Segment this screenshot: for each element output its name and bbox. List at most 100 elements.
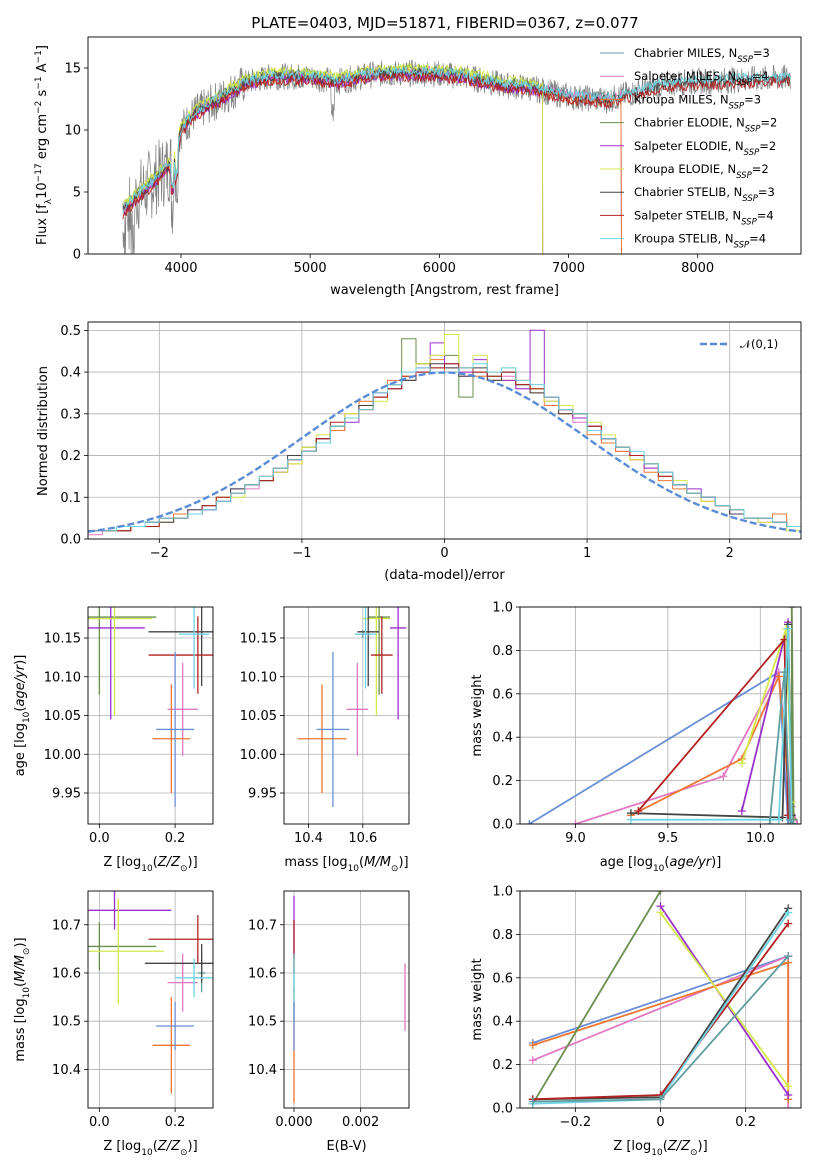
y-tick-label: 10.00	[44, 748, 81, 763]
errorbar-point	[346, 662, 369, 756]
errorbar-point	[148, 607, 213, 687]
ticks: −2 −1 0 1 2 0.0 0.1 0.2 0.3 0.4 0.5	[60, 324, 734, 561]
x-tick-label: −0.2	[560, 1115, 592, 1130]
x-tick-label: 0	[440, 546, 448, 561]
x-tick-label: 10.6	[348, 831, 377, 846]
y-tick-label: 15	[64, 62, 81, 77]
x-axis-label: Z [log10(Z/Z⊙)]	[613, 1139, 707, 1158]
y-tick-label: 1.0	[492, 601, 513, 616]
y-tick-label: 0.3	[60, 407, 81, 422]
y-tick-label: 10.10	[240, 670, 277, 685]
legend-label: Chabrier STELIB, NSSP=3	[634, 185, 775, 204]
y-tick-label: 5	[73, 186, 81, 201]
axes-frame	[519, 606, 802, 825]
x-axis-label: (data-model)/error	[384, 568, 505, 583]
x-tick-label: 9.0	[565, 831, 586, 846]
plot-area	[88, 329, 801, 536]
x-tick-label: 6000	[423, 261, 456, 276]
weight-line	[630, 628, 793, 824]
errorbar-point	[152, 997, 191, 1094]
x-axis-label: mass [log10(M/M⊙)]	[284, 855, 408, 874]
errorbar-point	[389, 607, 407, 720]
plot-area	[297, 607, 407, 807]
y-tick-label: 10.4	[52, 1063, 81, 1078]
y-tick-label: 10.6	[248, 966, 277, 981]
y-tick-label: 0.8	[492, 928, 513, 943]
grid-lines	[520, 606, 801, 825]
y-tick-label: 0.2	[492, 774, 513, 789]
x-tick-label: 0.002	[342, 1115, 379, 1130]
errorbar-point	[152, 684, 191, 793]
y-axis-label: mass [log10(M/M⊙)]	[13, 937, 32, 1061]
y-tick-label: 0.8	[492, 644, 513, 659]
y-axis-label: Normed distribution	[36, 366, 51, 496]
plot-area	[122, 59, 791, 254]
axes-frame	[87, 606, 214, 825]
plot-area	[525, 607, 801, 824]
x-tick-label: 4000	[164, 261, 197, 276]
weight-z-panel: −0.2 0 0.2 0.0 0.2 0.4 0.6 0.8 1.0 Z [log10(Z/Z⊙)…	[470, 885, 802, 1158]
ticks: 0.000 0.002 10.4 10.5 10.6 10.7	[248, 918, 379, 1130]
spectrum-model-line	[122, 70, 544, 254]
y-tick-label: 0.6	[492, 687, 513, 702]
plot-area	[88, 891, 213, 1094]
x-tick-label: 0.2	[165, 831, 186, 846]
y-tick-label: 10.4	[248, 1063, 277, 1078]
errorbar-point	[178, 607, 210, 689]
y-tick-label: 0.1	[60, 491, 81, 506]
axes-frame	[87, 321, 802, 540]
y-tick-label: 10.6	[52, 966, 81, 981]
normal-curve	[88, 371, 801, 533]
x-tick-label: 10.4	[294, 831, 323, 846]
weight-line	[790, 607, 795, 824]
x-tick-label: 2	[726, 546, 734, 561]
x-axis-label: E(B-V)	[326, 1139, 366, 1154]
legend-label: Salpeter MILES, NSSP=4	[634, 69, 769, 88]
ticks: 10.4 10.6 9.95 10.00 10.05 10.10 10.15	[240, 632, 377, 847]
spectrum-model-line	[122, 63, 544, 254]
y-tick-label: 0.0	[492, 818, 513, 833]
weight-line	[768, 672, 795, 824]
y-tick-label: 10.05	[240, 709, 277, 724]
plot-area	[293, 895, 406, 1104]
y-tick-label: 10.7	[248, 918, 277, 933]
axes-frame	[87, 890, 214, 1109]
errorbar-point	[88, 607, 153, 716]
errorbar-point	[88, 607, 157, 695]
legend: 𝒩(0,1)	[700, 337, 778, 351]
y-tick-label: 10.7	[52, 918, 81, 933]
axes-frame	[519, 890, 802, 1109]
legend-label: 𝒩(0,1)	[740, 337, 778, 351]
errorbar-point	[316, 651, 350, 807]
errorbar-point	[148, 915, 213, 964]
axes-frame	[87, 36, 802, 255]
y-tick-label: 10.5	[52, 1015, 81, 1030]
x-axis-label: wavelength [Angstrom, rest frame]	[330, 283, 559, 298]
y-tick-label: 0.4	[492, 731, 513, 746]
age-z-panel: 0.0 0.2 9.95 10.00 10.05 10.10 10.15 Z [log10(Z…	[13, 606, 214, 874]
x-tick-label: 5000	[294, 261, 327, 276]
x-tick-label: 8000	[681, 261, 714, 276]
legend: Chabrier MILES, NSSP=3 Salpeter MILES, NS…	[600, 46, 777, 251]
errorbar-point	[144, 944, 213, 983]
weight-age-panel: 9.0 9.5 10.0 0.0 0.2 0.4 0.6 0.8 1.0 age [log10(a…	[470, 601, 802, 874]
x-tick-label: 0.2	[165, 1115, 186, 1130]
ticks: 0.0 0.2 9.95 10.00 10.05 10.10 10.15	[44, 632, 186, 847]
errorbar-point	[357, 607, 380, 687]
y-tick-label: 10.00	[240, 748, 277, 763]
x-tick-label: 0.0	[89, 1115, 110, 1130]
weight-line	[532, 891, 662, 1105]
plot-area	[88, 607, 213, 807]
mass-z-panel: 0.0 0.2 10.4 10.5 10.6 10.7 Z [log10(Z/Z⊙)] mas…	[13, 890, 214, 1158]
mass-ebv-panel: 0.000 0.002 10.4 10.5 10.6 10.7 E(B-V)	[248, 890, 410, 1154]
grid-lines	[284, 891, 409, 1108]
y-tick-label: 0.4	[60, 366, 81, 381]
x-tick-label: −1	[292, 546, 311, 561]
errorbar-point	[88, 922, 157, 971]
grid-lines	[284, 607, 409, 824]
spectrum-model-line	[122, 62, 544, 254]
errorbar-point	[167, 953, 198, 1012]
ticks: 0.0 0.2 10.4 10.5 10.6 10.7	[52, 918, 185, 1130]
residual-panel: −2 −1 0 1 2 0.0 0.1 0.2 0.3 0.4 0.5 𝒩(0,1) (data-mod…	[36, 321, 802, 583]
